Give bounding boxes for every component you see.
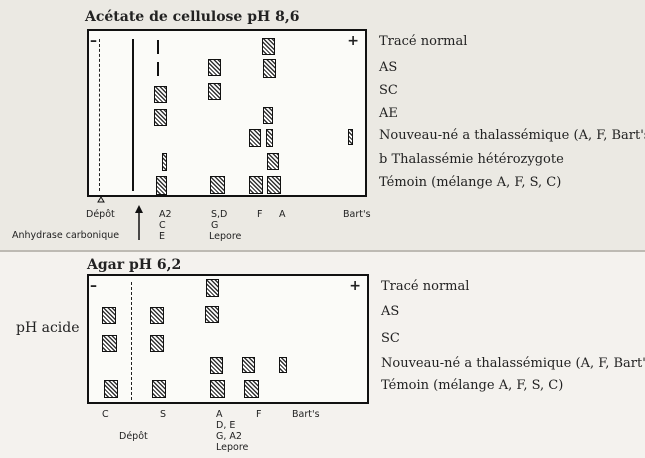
panel1-title: Acétate de cellulose pH 8,6 [85, 9, 300, 25]
band-r1-a [262, 38, 275, 55]
band2-r4-barts [279, 357, 287, 373]
band-r7-f [249, 176, 263, 194]
band-r1-a2 [157, 40, 159, 54]
panel1-cathode-sign: – [90, 33, 97, 49]
panel1-row-label: Témoin (mélange A, F, S, C) [379, 175, 562, 190]
panel1-origin-line [99, 39, 100, 191]
axis-label-lepore: Lepore [209, 231, 242, 242]
band-r5-f [249, 129, 261, 147]
band2-r2-s [102, 307, 116, 324]
band2-r5-a [210, 380, 225, 398]
band2-r2-a [205, 306, 219, 323]
axis2-label-de: D, E [216, 420, 236, 431]
band2-r1-a [206, 279, 219, 297]
panel1-row-label: Tracé normal [379, 34, 468, 49]
band-r7-a [267, 176, 281, 194]
band-r3-c [154, 86, 167, 103]
axis-label-a2: A2 [159, 209, 172, 220]
axis2-label-s: S [160, 409, 167, 420]
band-r7-s [210, 176, 225, 194]
axis2-label-depot: Dépôt [119, 431, 148, 442]
axis-label-sd: S,D [211, 209, 228, 220]
axis-label-c: C [159, 220, 166, 231]
band-r2-s [208, 59, 221, 76]
panel2-row-label: Nouveau-né a thalassémique (A, F, Bart's… [381, 356, 645, 371]
panel2-cathode-sign: – [90, 278, 97, 294]
panel1-row-label: AS [379, 60, 398, 75]
panel1-row-label: Nouveau-né a thalassémique (A, F, Bart's… [379, 128, 645, 143]
axis-label-anhydrase: Anhydrase carbonique [12, 230, 120, 241]
axis2-label-f: F [256, 409, 262, 420]
axis-label-e: E [159, 231, 166, 242]
panel1-row-label: b Thalassémie hétérozygote [379, 152, 564, 167]
axis2-label-lepore: Lepore [216, 442, 249, 453]
axis2-label-barts: Bart's [292, 409, 320, 420]
band2-r4-a [210, 357, 223, 374]
axis-label-f: F [257, 209, 263, 220]
band-r4-e [154, 109, 167, 126]
axis2-label-ga2: G, A2 [216, 431, 242, 442]
band2-r5-c [104, 380, 118, 398]
panel1-gel: – + [87, 29, 367, 197]
band2-r5-f [244, 380, 259, 398]
panel1-row-label: AE [379, 106, 398, 121]
band-r3-s [208, 83, 221, 100]
axis-label-g: G [211, 220, 219, 231]
axis2-label-a: A [216, 409, 223, 420]
band-r7-c [156, 176, 167, 195]
axis-label-a: A [279, 209, 286, 220]
panel1-carbonic-anhydrase-line [132, 39, 134, 191]
band-r2-a [263, 59, 276, 78]
band-r2-a2 [157, 62, 159, 76]
anhydrase-arrow-icon [135, 205, 143, 240]
band-r5-barts [348, 129, 353, 145]
panel1-row-label: SC [379, 83, 398, 98]
ph-acide-label: pH acide [16, 320, 80, 336]
band-r4-a [263, 107, 273, 124]
axis-label-depot: Dépôt [86, 209, 115, 220]
band-r5-a [266, 129, 273, 147]
panel2-anode-sign: + [349, 278, 361, 294]
panel1-anode-sign: + [347, 33, 359, 49]
panel-divider [0, 250, 645, 252]
band2-r5-s [152, 380, 166, 398]
panel2-origin-line [131, 282, 132, 400]
panel2-row-label: SC [381, 331, 400, 346]
band-r6-a2 [162, 153, 167, 171]
band2-r3-s [150, 335, 164, 352]
panel2-row-label: Tracé normal [381, 279, 470, 294]
panel2-gel: – + [87, 274, 369, 404]
axis2-label-c: C [102, 409, 109, 420]
band2-r3-c [102, 335, 117, 352]
panel2-row-label: AS [381, 304, 400, 319]
panel2-row-label: Témoin (mélange A, F, S, C) [381, 378, 564, 393]
axis-label-barts: Bart's [343, 209, 371, 220]
depot-marker-icon [97, 196, 105, 203]
band2-r4-f [242, 357, 255, 373]
panel2-title: Agar pH 6,2 [87, 257, 182, 273]
band-r6-a [267, 153, 279, 170]
band2-r2-s2 [150, 307, 164, 324]
